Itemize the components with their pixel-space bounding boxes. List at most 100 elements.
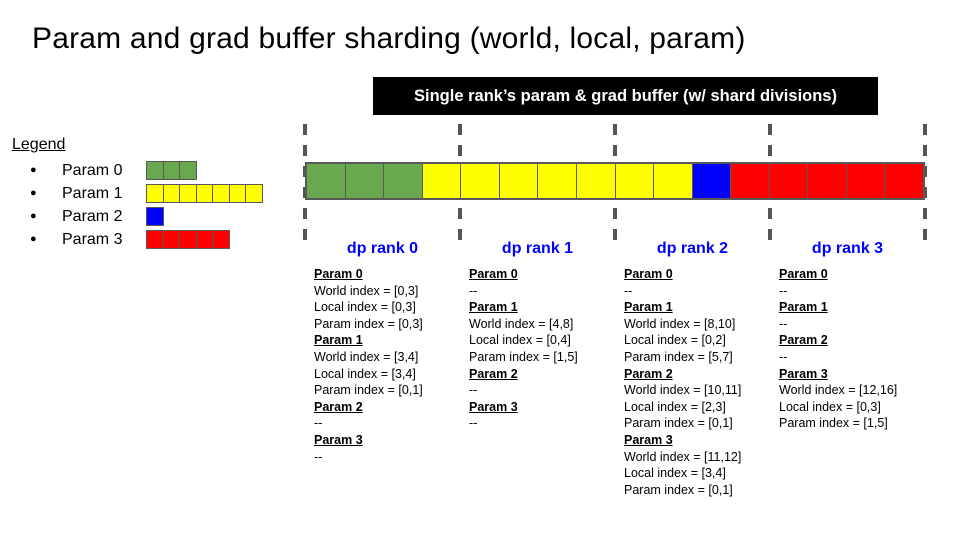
param-header: Param 2 — [624, 366, 673, 381]
legend-cell — [162, 184, 181, 203]
legend-cell — [245, 184, 263, 203]
param-header: Param 3 — [624, 432, 673, 447]
legend-item-param-1: ● Param 1 — [12, 182, 263, 205]
param-index-line: World index = [11,12] — [624, 449, 742, 464]
param-index-line: Local index = [3,4] — [624, 466, 726, 481]
legend-cell — [146, 207, 164, 226]
param-header: Param 3 — [314, 432, 363, 447]
param-header: Param 1 — [314, 333, 363, 348]
legend-cell — [179, 161, 197, 180]
legend-item-label: Param 1 — [62, 184, 123, 202]
legend-item-label: Param 0 — [62, 161, 123, 179]
param-index-line: Local index = [3,4] — [314, 366, 416, 381]
legend-cell — [195, 184, 214, 203]
param-index-line: World index = [0,3] — [314, 283, 419, 298]
param-header: Param 0 — [779, 267, 828, 281]
param-index-line: Param index = [0,3] — [314, 316, 423, 331]
buffer-cell-7 — [576, 164, 616, 198]
legend-cell — [146, 230, 164, 249]
page-title: Param and grad buffer sharding (world, l… — [32, 22, 746, 55]
buffer-banner: Single rank’s param & grad buffer (w/ sh… — [373, 77, 878, 115]
param-index-line: -- — [469, 383, 478, 398]
param-index-line: Local index = [0,4] — [469, 333, 571, 348]
param-header: Param 3 — [469, 399, 518, 414]
legend-cell — [162, 161, 181, 180]
param-header: Param 1 — [779, 300, 828, 315]
legend-cell — [146, 184, 164, 203]
dp-rank-1-label: dp rank 1 — [501, 240, 574, 257]
buffer-cell-6 — [538, 164, 577, 198]
param-header: Param 0 — [624, 267, 673, 281]
legend-cell — [179, 184, 197, 203]
bullet-icon: ● — [30, 233, 37, 245]
legend-item-param-0: ● Param 0 — [12, 159, 262, 182]
legend-items: ● Param 0 ● Param 1 ● Param 2 ● Param 3 — [12, 159, 263, 251]
param-index-line: Param index = [5,7] — [624, 349, 733, 364]
param-index-line: Local index = [0,2] — [624, 333, 726, 348]
buffer-cell-12 — [769, 164, 809, 198]
buffer-cell-8 — [615, 164, 655, 198]
legend-color-cells — [146, 207, 164, 226]
buffer-cell-1 — [345, 164, 385, 198]
param-header: Param 2 — [779, 333, 828, 348]
bullet-icon: ● — [30, 210, 37, 222]
buffer-cell-0 — [307, 164, 346, 198]
dp-rank-3-label: dp rank 3 — [811, 240, 884, 257]
param-index-line: -- — [779, 316, 788, 331]
param-index-line: -- — [624, 283, 633, 298]
param-index-line: World index = [12,16] — [779, 383, 898, 398]
buffer-cell-9 — [654, 164, 693, 198]
legend-item-label: Param 2 — [62, 207, 123, 225]
param-header: Param 2 — [314, 399, 363, 414]
buffer-cell-15 — [885, 164, 923, 198]
param-index-line: Param index = [0,1] — [314, 383, 423, 398]
legend-cell — [146, 161, 164, 180]
param-index-line: World index = [8,10] — [624, 316, 736, 331]
param-index-line: World index = [3,4] — [314, 349, 419, 364]
buffer-cell-4 — [461, 164, 500, 198]
param-index-line: Local index = [0,3] — [779, 399, 881, 414]
param-index-line: -- — [779, 349, 788, 364]
param-index-line: Local index = [2,3] — [624, 399, 726, 414]
legend-item-label: Param 3 — [62, 230, 123, 248]
param-header: Param 0 — [469, 267, 518, 281]
buffer-cell-2 — [384, 164, 423, 198]
buffer-cell-10 — [692, 164, 732, 198]
shard-divider-4 — [923, 124, 927, 242]
buffer-cell-3 — [422, 164, 462, 198]
legend-cell — [195, 230, 214, 249]
bullet-icon: ● — [30, 187, 37, 199]
buffer-cell-5 — [499, 164, 539, 198]
param-header: Param 1 — [469, 300, 518, 315]
param-index-line: Param index = [0,1] — [624, 416, 733, 431]
param-index-line: Param index = [0,1] — [624, 482, 733, 497]
param-header: Param 0 — [314, 267, 363, 281]
buffer-cell-11 — [731, 164, 770, 198]
legend-cell — [212, 230, 230, 249]
legend: Legend ● Param 0 ● Param 1 ● Param 2 ● Param 3 — [12, 136, 263, 251]
rank-detail-column-3: Param 0 -- Param 1 -- Param 2 -- Param 3 World … — [779, 266, 937, 432]
param-header: Param 2 — [469, 366, 518, 381]
param-index-line: -- — [314, 449, 323, 464]
legend-title: Legend — [12, 136, 66, 153]
rank-detail-column-0: Param 0 World index = [0,3] Local index = … — [314, 266, 472, 465]
rank-detail-column-1: Param 0 -- Param 1 World index = [4,8] Local… — [469, 266, 627, 432]
legend-color-cells — [146, 161, 197, 180]
legend-color-cells — [146, 184, 263, 203]
legend-item-param-2: ● Param 2 — [12, 205, 262, 228]
param-index-line: World index = [10,11] — [624, 383, 742, 398]
param-grad-buffer-bar — [305, 162, 925, 200]
param-index-line: -- — [469, 283, 478, 298]
legend-cell — [162, 230, 181, 249]
dp-rank-2-label: dp rank 2 — [656, 240, 729, 257]
rank-detail-column-2: Param 0 -- Param 1 World index = [8,10] Loca… — [624, 266, 782, 498]
param-index-line: -- — [779, 283, 788, 298]
param-header: Param 3 — [779, 366, 828, 381]
param-header: Param 1 — [624, 300, 673, 315]
bullet-icon: ● — [30, 164, 37, 176]
legend-color-cells — [146, 230, 230, 249]
buffer-cell-14 — [846, 164, 886, 198]
legend-item-param-3: ● Param 3 — [12, 228, 262, 251]
legend-cell — [228, 184, 247, 203]
